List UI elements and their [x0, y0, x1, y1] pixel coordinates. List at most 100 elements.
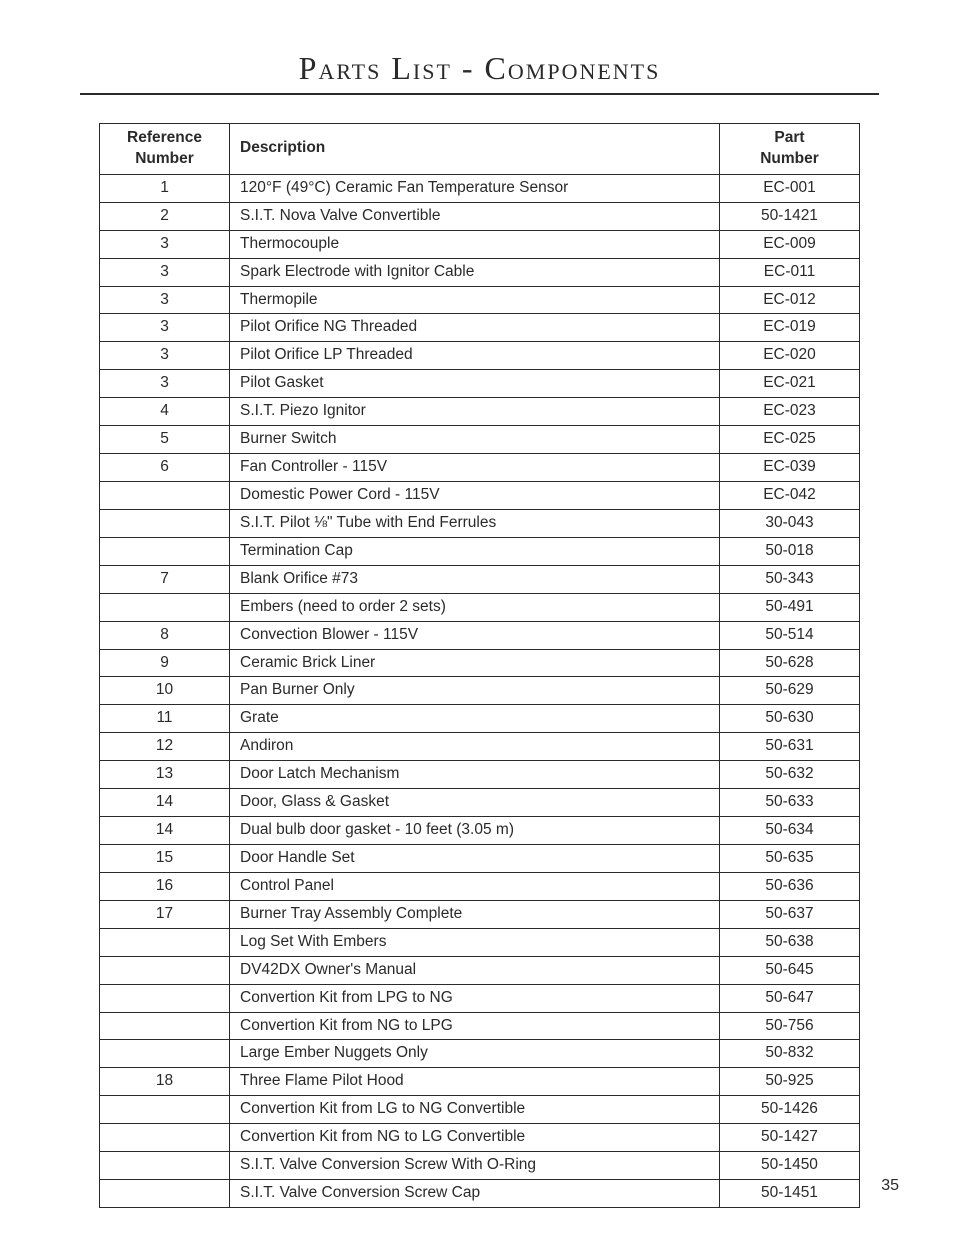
page-title: Parts List - Components	[80, 50, 879, 95]
cell-description: Pilot Orifice NG Threaded	[230, 314, 720, 342]
cell-description: Domestic Power Cord - 115V	[230, 481, 720, 509]
cell-description: Blank Orifice #73	[230, 565, 720, 593]
cell-description: Embers (need to order 2 sets)	[230, 593, 720, 621]
table-row: S.I.T. Pilot ⅛" Tube with End Ferrules30…	[100, 509, 860, 537]
cell-part-number: 50-632	[720, 761, 860, 789]
cell-description: Spark Electrode with Ignitor Cable	[230, 258, 720, 286]
cell-part-number: 50-629	[720, 677, 860, 705]
cell-description: Three Flame Pilot Hood	[230, 1068, 720, 1096]
cell-part-number: 50-630	[720, 705, 860, 733]
cell-reference: 14	[100, 789, 230, 817]
cell-reference	[100, 984, 230, 1012]
table-row: 15Door Handle Set50-635	[100, 844, 860, 872]
cell-part-number: 50-1451	[720, 1180, 860, 1208]
cell-description: Control Panel	[230, 872, 720, 900]
table-row: 18Three Flame Pilot Hood50-925	[100, 1068, 860, 1096]
cell-part-number: 50-832	[720, 1040, 860, 1068]
cell-reference: 3	[100, 370, 230, 398]
cell-reference: 8	[100, 621, 230, 649]
table-row: Log Set With Embers50-638	[100, 928, 860, 956]
cell-description: Large Ember Nuggets Only	[230, 1040, 720, 1068]
cell-reference: 3	[100, 258, 230, 286]
cell-reference	[100, 1040, 230, 1068]
table-row: 1120°F (49°C) Ceramic Fan Temperature Se…	[100, 174, 860, 202]
table-row: Domestic Power Cord - 115VEC-042	[100, 481, 860, 509]
cell-reference: 5	[100, 426, 230, 454]
cell-part-number: 50-1426	[720, 1096, 860, 1124]
header-reference-line1: Reference	[127, 129, 202, 146]
cell-part-number: 50-647	[720, 984, 860, 1012]
cell-part-number: 50-635	[720, 844, 860, 872]
cell-reference: 3	[100, 342, 230, 370]
table-row: Termination Cap50-018	[100, 537, 860, 565]
header-part-line2: Number	[760, 150, 819, 167]
cell-part-number: 50-633	[720, 789, 860, 817]
cell-description: Convertion Kit from NG to LG Convertible	[230, 1124, 720, 1152]
table-row: 3ThermopileEC-012	[100, 286, 860, 314]
cell-part-number: 50-1421	[720, 202, 860, 230]
cell-description: S.I.T. Valve Conversion Screw With O-Rin…	[230, 1152, 720, 1180]
cell-description: Thermopile	[230, 286, 720, 314]
cell-description: S.I.T. Valve Conversion Screw Cap	[230, 1180, 720, 1208]
cell-part-number: EC-042	[720, 481, 860, 509]
cell-part-number: 50-491	[720, 593, 860, 621]
table-row: 3Pilot Orifice NG ThreadedEC-019	[100, 314, 860, 342]
cell-part-number: 30-043	[720, 509, 860, 537]
cell-part-number: EC-012	[720, 286, 860, 314]
cell-part-number: EC-001	[720, 174, 860, 202]
cell-reference	[100, 928, 230, 956]
table-row: DV42DX Owner's Manual50-645	[100, 956, 860, 984]
page-number: 35	[881, 1177, 899, 1195]
cell-reference	[100, 1012, 230, 1040]
table-row: 6Fan Controller - 115VEC-039	[100, 454, 860, 482]
cell-description: Convertion Kit from NG to LPG	[230, 1012, 720, 1040]
table-row: 16Control Panel50-636	[100, 872, 860, 900]
table-row: 11Grate50-630	[100, 705, 860, 733]
table-row: S.I.T. Valve Conversion Screw With O-Rin…	[100, 1152, 860, 1180]
cell-reference: 7	[100, 565, 230, 593]
cell-description: Termination Cap	[230, 537, 720, 565]
header-reference: Reference Number	[100, 124, 230, 175]
cell-description: Log Set With Embers	[230, 928, 720, 956]
cell-reference: 13	[100, 761, 230, 789]
cell-description: Door Latch Mechanism	[230, 761, 720, 789]
cell-description: 120°F (49°C) Ceramic Fan Temperature Sen…	[230, 174, 720, 202]
cell-reference: 2	[100, 202, 230, 230]
cell-reference	[100, 509, 230, 537]
cell-reference	[100, 956, 230, 984]
cell-description: Pilot Orifice LP Threaded	[230, 342, 720, 370]
cell-description: Door Handle Set	[230, 844, 720, 872]
table-row: 4S.I.T. Piezo IgnitorEC-023	[100, 398, 860, 426]
cell-part-number: 50-1450	[720, 1152, 860, 1180]
cell-part-number: EC-020	[720, 342, 860, 370]
cell-description: Andiron	[230, 733, 720, 761]
cell-description: Convection Blower - 115V	[230, 621, 720, 649]
table-row: 9Ceramic Brick Liner50-628	[100, 649, 860, 677]
table-row: 7Blank Orifice #7350-343	[100, 565, 860, 593]
header-part-line1: Part	[774, 129, 804, 146]
cell-reference: 9	[100, 649, 230, 677]
cell-part-number: EC-021	[720, 370, 860, 398]
cell-part-number: 50-638	[720, 928, 860, 956]
cell-description: Grate	[230, 705, 720, 733]
cell-description: Door, Glass & Gasket	[230, 789, 720, 817]
table-row: S.I.T. Valve Conversion Screw Cap50-1451	[100, 1180, 860, 1208]
cell-description: Thermocouple	[230, 230, 720, 258]
cell-reference: 4	[100, 398, 230, 426]
cell-description: Ceramic Brick Liner	[230, 649, 720, 677]
cell-part-number: 50-628	[720, 649, 860, 677]
header-part: Part Number	[720, 124, 860, 175]
cell-part-number: 50-1427	[720, 1124, 860, 1152]
cell-reference	[100, 593, 230, 621]
parts-table: Reference Number Description Part Number…	[99, 123, 860, 1208]
table-row: 3Spark Electrode with Ignitor CableEC-01…	[100, 258, 860, 286]
cell-part-number: 50-756	[720, 1012, 860, 1040]
cell-reference: 6	[100, 454, 230, 482]
cell-description: Convertion Kit from LPG to NG	[230, 984, 720, 1012]
table-row: 8Convection Blower - 115V50-514	[100, 621, 860, 649]
table-row: 12Andiron50-631	[100, 733, 860, 761]
cell-reference	[100, 1096, 230, 1124]
cell-reference: 3	[100, 314, 230, 342]
cell-part-number: 50-631	[720, 733, 860, 761]
cell-reference: 14	[100, 817, 230, 845]
